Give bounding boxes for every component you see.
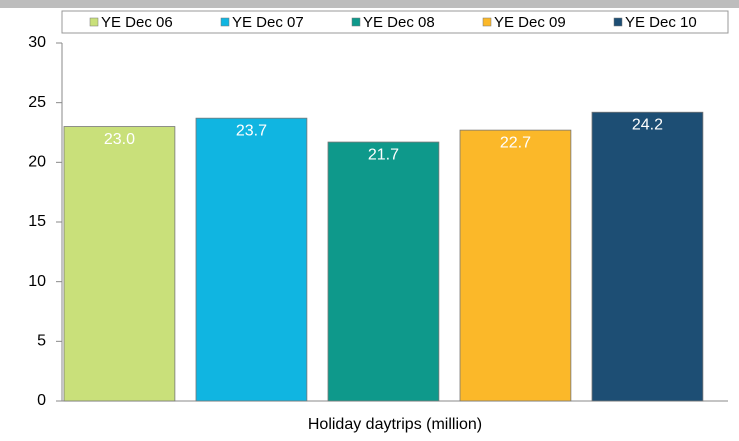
bar <box>591 111 704 402</box>
bar <box>327 141 440 402</box>
y-tick-label: 20 <box>28 154 46 171</box>
bar <box>195 117 308 402</box>
y-tick-label: 15 <box>28 213 46 230</box>
value-label: 23.0 <box>104 131 135 148</box>
value-label: 23.7 <box>236 122 267 139</box>
legend-swatch <box>613 17 623 27</box>
bar <box>63 126 176 402</box>
y-tick-label: 10 <box>28 273 46 290</box>
legend-label: YE Dec 10 <box>625 14 697 31</box>
legend-swatch <box>89 17 99 27</box>
legend-label: YE Dec 09 <box>494 14 566 31</box>
y-tick-label: 30 <box>28 34 46 51</box>
bar <box>459 129 572 402</box>
legend-label: YE Dec 06 <box>101 14 173 31</box>
value-label: 22.7 <box>500 134 531 151</box>
legend-swatch <box>482 17 492 27</box>
legend-label: YE Dec 07 <box>232 14 304 31</box>
value-label: 24.2 <box>632 116 663 133</box>
y-tick-label: 25 <box>28 94 46 111</box>
y-tick-label: 0 <box>37 392 46 409</box>
value-label: 21.7 <box>368 146 399 163</box>
x-tick-label: Holiday daytrips (million) <box>308 416 482 433</box>
top-band <box>0 0 739 8</box>
legend-swatch <box>220 17 230 27</box>
y-tick-label: 5 <box>37 333 46 350</box>
legend-swatch <box>351 17 361 27</box>
legend-box <box>61 10 729 34</box>
legend-label: YE Dec 08 <box>363 14 435 31</box>
